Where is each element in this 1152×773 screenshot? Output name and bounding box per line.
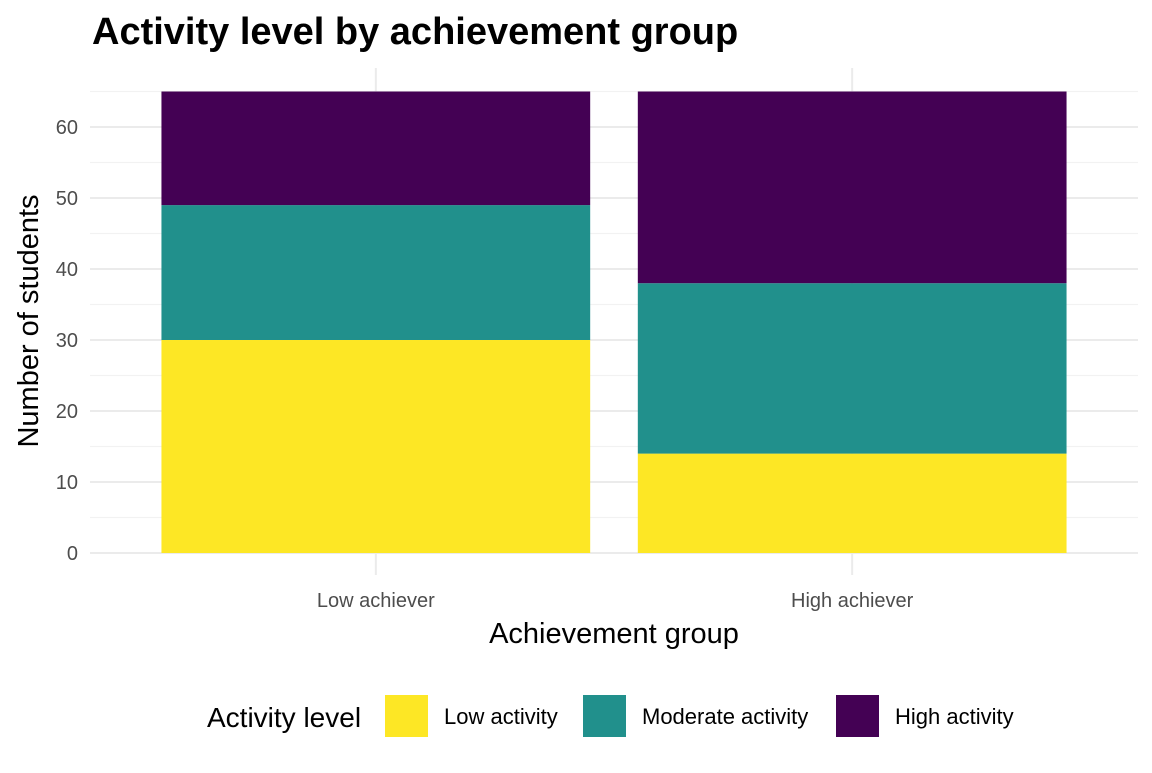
legend-label: Moderate activity	[642, 704, 808, 729]
legend-label: High activity	[895, 704, 1014, 729]
x-tick-label: Low achiever	[317, 590, 435, 612]
y-tick-label: 40	[56, 259, 78, 281]
y-tick-label: 0	[67, 543, 78, 565]
legend-key-low-activity	[385, 695, 428, 737]
y-axis-ticks: 0 10 20 30 40 50 60	[56, 117, 78, 565]
y-tick-label: 10	[56, 472, 78, 494]
legend-title: Activity level	[207, 702, 361, 733]
chart-title: Activity level by achievement group	[92, 11, 738, 53]
y-axis-title: Number of students	[13, 194, 45, 447]
bar-high-activity-high-achiever	[637, 91, 1067, 284]
legend-key-moderate-activity	[583, 695, 626, 737]
legend-label: Low activity	[444, 704, 558, 729]
x-axis-title: Achievement group	[489, 618, 739, 650]
bars	[161, 91, 1067, 553]
x-axis-ticks: Low achiever High achiever	[317, 590, 914, 612]
bar-moderate-activity-high-achiever	[637, 283, 1067, 454]
bar-high-activity-low-achiever	[161, 91, 591, 206]
legend-key-high-activity	[836, 695, 879, 737]
bar-low-activity-low-achiever	[161, 340, 591, 553]
y-tick-label: 20	[56, 401, 78, 423]
legend: Activity level Low activity Moderate acti…	[207, 695, 1014, 737]
bar-low-activity-high-achiever	[637, 453, 1067, 553]
y-tick-label: 50	[56, 188, 78, 210]
x-tick-label: High achiever	[791, 590, 914, 612]
bar-moderate-activity-low-achiever	[161, 205, 591, 340]
y-tick-label: 60	[56, 117, 78, 139]
y-tick-label: 30	[56, 330, 78, 352]
